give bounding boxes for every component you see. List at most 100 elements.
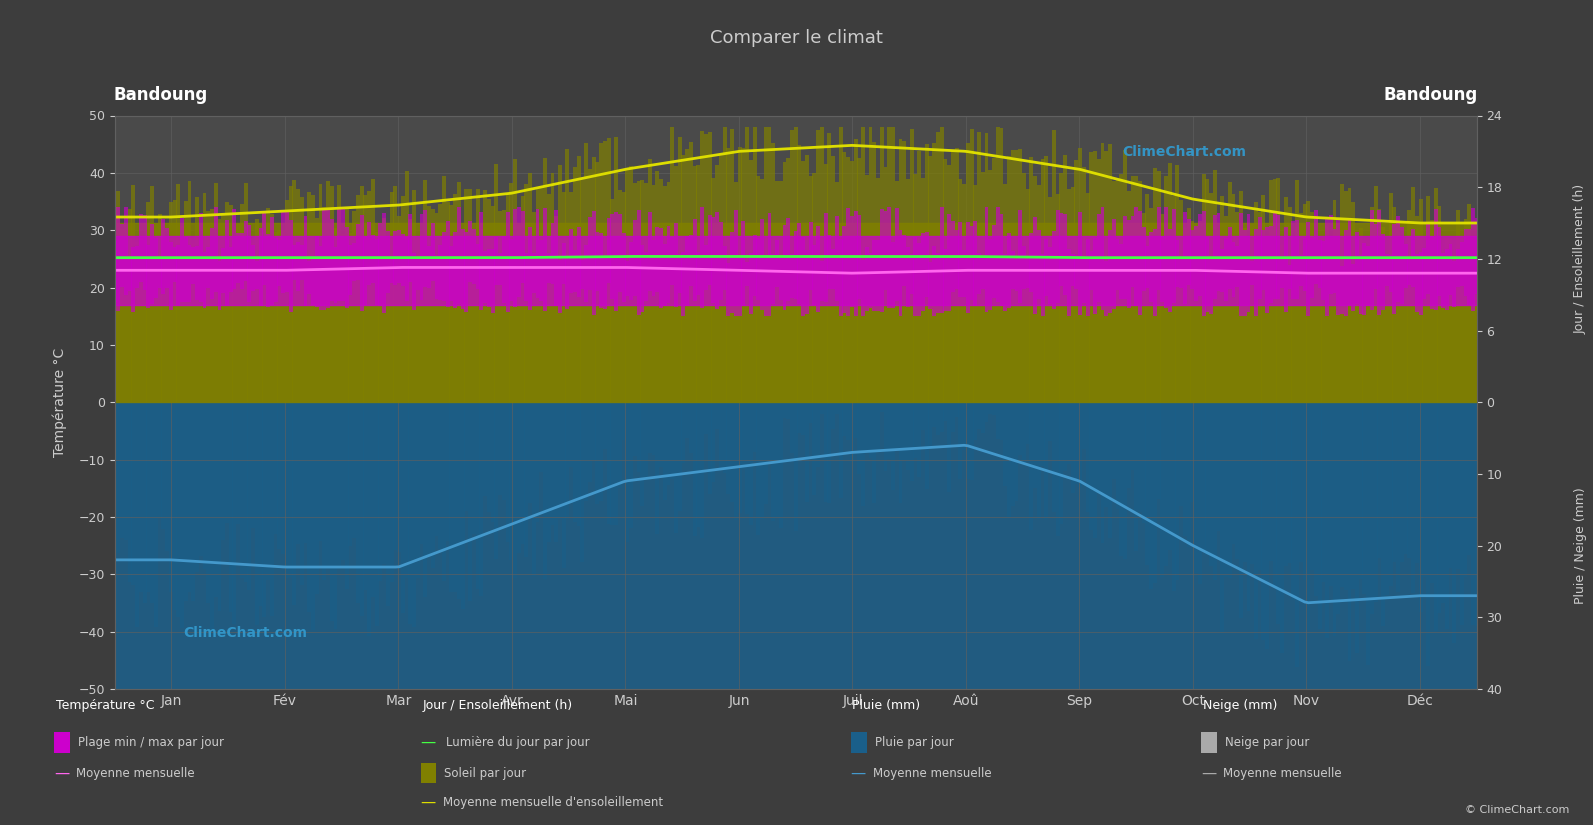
Bar xyxy=(374,239,379,305)
Bar xyxy=(746,262,749,285)
Bar xyxy=(435,255,438,299)
Bar xyxy=(397,216,401,403)
Bar xyxy=(401,233,405,286)
Bar xyxy=(1456,249,1459,287)
Bar xyxy=(671,127,674,403)
Bar xyxy=(319,247,322,310)
Bar xyxy=(596,232,599,291)
Bar xyxy=(293,180,296,403)
Bar xyxy=(1464,229,1467,296)
Bar xyxy=(671,237,674,285)
Bar xyxy=(1395,403,1400,592)
Bar xyxy=(812,403,816,495)
Bar xyxy=(577,156,580,403)
Bar xyxy=(704,245,707,290)
Bar xyxy=(540,239,543,301)
Bar xyxy=(1284,403,1287,566)
Bar xyxy=(816,403,820,468)
Bar xyxy=(1254,202,1258,403)
Bar xyxy=(221,215,225,403)
Bar xyxy=(113,403,116,624)
Bar xyxy=(918,403,921,477)
Bar xyxy=(573,167,577,403)
Bar xyxy=(726,262,730,316)
Bar xyxy=(1337,230,1340,403)
Bar xyxy=(1217,403,1220,531)
Bar xyxy=(1201,210,1206,316)
Bar xyxy=(119,224,124,287)
Bar xyxy=(801,238,804,316)
Bar xyxy=(685,236,690,306)
Bar xyxy=(1160,214,1164,403)
Bar xyxy=(1340,403,1344,587)
Bar xyxy=(1037,403,1040,519)
Bar xyxy=(951,403,954,432)
Bar xyxy=(752,235,757,295)
Bar xyxy=(832,403,835,429)
Bar xyxy=(715,212,718,309)
Bar xyxy=(524,252,529,300)
Bar xyxy=(527,227,532,310)
Bar xyxy=(1015,259,1018,291)
Bar xyxy=(199,240,202,403)
Bar xyxy=(135,403,139,628)
Bar xyxy=(1198,221,1201,403)
Bar xyxy=(580,179,585,403)
Text: ClimeChart.com: ClimeChart.com xyxy=(1123,144,1247,158)
Bar xyxy=(1026,258,1029,289)
Bar xyxy=(1273,403,1276,585)
Bar xyxy=(940,403,943,432)
Bar xyxy=(1281,257,1284,288)
Bar xyxy=(1172,196,1176,403)
Bar xyxy=(718,403,723,469)
Bar xyxy=(1303,205,1306,403)
Bar xyxy=(1015,150,1018,403)
Bar xyxy=(1251,262,1254,285)
Bar xyxy=(296,189,299,403)
Bar xyxy=(1190,230,1195,289)
Bar xyxy=(413,253,416,310)
Bar xyxy=(355,224,360,280)
Bar xyxy=(621,233,626,302)
Bar xyxy=(629,243,632,300)
Bar xyxy=(846,158,851,403)
Bar xyxy=(161,403,166,529)
Bar xyxy=(116,191,121,403)
Bar xyxy=(1426,196,1431,403)
Bar xyxy=(460,230,465,403)
Bar xyxy=(161,230,166,403)
Bar xyxy=(804,154,809,403)
Bar xyxy=(435,403,438,535)
Bar xyxy=(906,178,910,403)
Bar xyxy=(479,229,483,403)
Bar xyxy=(1040,254,1045,316)
Bar xyxy=(962,403,965,450)
Bar xyxy=(599,233,604,309)
Bar xyxy=(782,162,787,403)
Bar xyxy=(344,227,349,309)
Bar xyxy=(898,229,902,316)
Bar xyxy=(943,248,948,310)
Bar xyxy=(749,403,753,525)
Bar xyxy=(510,238,513,301)
Bar xyxy=(416,236,419,403)
Bar xyxy=(166,229,169,288)
Bar xyxy=(913,403,918,459)
Bar xyxy=(327,181,330,403)
Bar xyxy=(177,184,180,403)
Bar xyxy=(787,403,790,419)
Bar xyxy=(970,226,973,300)
Bar xyxy=(1137,211,1142,314)
Bar xyxy=(660,179,663,403)
Bar xyxy=(1149,232,1153,303)
Bar xyxy=(1187,403,1190,547)
Bar xyxy=(591,211,596,314)
Bar xyxy=(516,207,521,297)
Bar xyxy=(158,257,161,288)
Bar xyxy=(879,127,884,403)
Text: Lumière du jour par jour: Lumière du jour par jour xyxy=(446,736,589,749)
Bar xyxy=(1303,238,1306,291)
Text: Moyenne mensuelle: Moyenne mensuelle xyxy=(1223,766,1341,780)
Bar xyxy=(1448,403,1453,568)
Bar xyxy=(1246,403,1251,610)
